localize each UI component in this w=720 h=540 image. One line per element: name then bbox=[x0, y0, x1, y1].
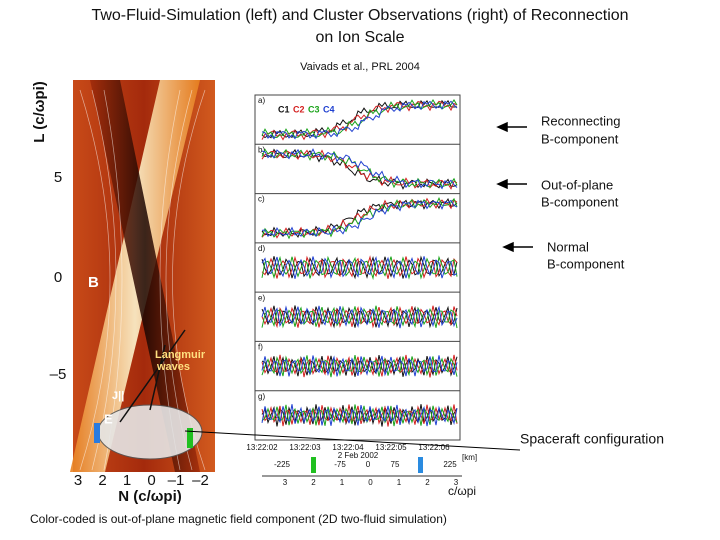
scale-label: 3 bbox=[283, 478, 288, 487]
distance-label: -225 bbox=[274, 460, 291, 469]
scale-label: 1 bbox=[340, 478, 345, 487]
tick-label: 5 bbox=[54, 169, 62, 186]
panel-letter: d) bbox=[258, 244, 265, 253]
time-label: 13:22:05 bbox=[375, 443, 407, 452]
annotation: B-component bbox=[547, 256, 625, 271]
trace bbox=[261, 148, 458, 190]
annotation: B-component bbox=[541, 194, 619, 209]
distance-label: -75 bbox=[334, 460, 346, 469]
time-label: 13:22:06 bbox=[418, 443, 450, 452]
arrows bbox=[184, 121, 533, 451]
spacecraft-marker bbox=[418, 457, 423, 473]
legend-entry: C3 bbox=[308, 104, 320, 114]
panel-letter: g) bbox=[258, 392, 265, 401]
annotation: B-component bbox=[541, 131, 619, 146]
time-label: 13:22:03 bbox=[289, 443, 321, 452]
field-label: B bbox=[88, 274, 99, 291]
legend-entry: C2 bbox=[293, 104, 305, 114]
simulation-image bbox=[70, 80, 215, 472]
trace bbox=[261, 354, 458, 377]
trace bbox=[261, 100, 458, 140]
time-label: 13:22:02 bbox=[246, 443, 278, 452]
tick-label: –2 bbox=[192, 472, 209, 489]
distance-label: 225 bbox=[443, 460, 457, 469]
spacecraft-marker bbox=[311, 457, 316, 473]
panel-letter: a) bbox=[258, 96, 265, 105]
wave-label: Langmuir bbox=[155, 349, 206, 361]
panel-letter: e) bbox=[258, 293, 265, 302]
scale-label: 0 bbox=[368, 478, 373, 487]
panel-letter: b) bbox=[258, 145, 265, 154]
tick-label: 0 bbox=[54, 269, 62, 286]
trace bbox=[261, 148, 458, 189]
e-label: E bbox=[104, 411, 113, 426]
tick-label: 2 bbox=[98, 472, 106, 489]
legend-entry: C4 bbox=[323, 104, 335, 114]
trace bbox=[261, 355, 458, 377]
panel-letter: c) bbox=[258, 195, 265, 204]
tick-label: –5 bbox=[50, 366, 67, 383]
trace bbox=[261, 305, 458, 329]
wave-label: waves bbox=[156, 361, 190, 373]
time-label: 13:22:04 bbox=[332, 443, 364, 452]
scale-label: 3 bbox=[454, 478, 459, 487]
title: on Ion Scale bbox=[316, 29, 405, 46]
trace bbox=[261, 355, 458, 378]
trace bbox=[261, 99, 458, 139]
trace bbox=[261, 305, 458, 329]
trace bbox=[261, 305, 458, 329]
scale-label: 1 bbox=[397, 478, 402, 487]
scale-unit: c/ωpi bbox=[448, 484, 476, 498]
title: Two-Fluid-Simulation (left) and Cluster … bbox=[91, 7, 628, 24]
annotation: Normal bbox=[547, 239, 589, 254]
tick-label: –1 bbox=[168, 472, 185, 489]
y-axis-label: L (c/ωpi) bbox=[31, 81, 48, 143]
tick-label: 0 bbox=[147, 472, 155, 489]
panel-letter: f) bbox=[258, 343, 263, 352]
x-axis-label: N (c/ωpi) bbox=[118, 488, 182, 505]
caption: Color-coded is out-of-plane magnetic fie… bbox=[30, 512, 447, 526]
trace bbox=[261, 199, 458, 238]
trace bbox=[261, 255, 458, 279]
distance-unit: [km] bbox=[462, 453, 477, 462]
scale-label: 2 bbox=[425, 478, 430, 487]
date-label: 2 Feb 2002 bbox=[338, 451, 379, 460]
distance-label: 0 bbox=[366, 460, 371, 469]
scale-label: 2 bbox=[311, 478, 316, 487]
trace bbox=[261, 255, 458, 281]
tick-label: 3 bbox=[74, 472, 82, 489]
distance-label: 75 bbox=[391, 460, 400, 469]
subtitle: Vaivads et al., PRL 2004 bbox=[300, 61, 420, 73]
annotation: Reconnecting bbox=[541, 113, 621, 128]
tick-label: 1 bbox=[123, 472, 131, 489]
configuration-label: Spaceraft configuration bbox=[520, 431, 664, 447]
trace bbox=[261, 148, 458, 190]
trace bbox=[261, 404, 458, 427]
legend-entry: C1 bbox=[278, 104, 290, 114]
j-label: J|| bbox=[112, 390, 124, 402]
annotation: Out-of-plane bbox=[541, 177, 613, 192]
